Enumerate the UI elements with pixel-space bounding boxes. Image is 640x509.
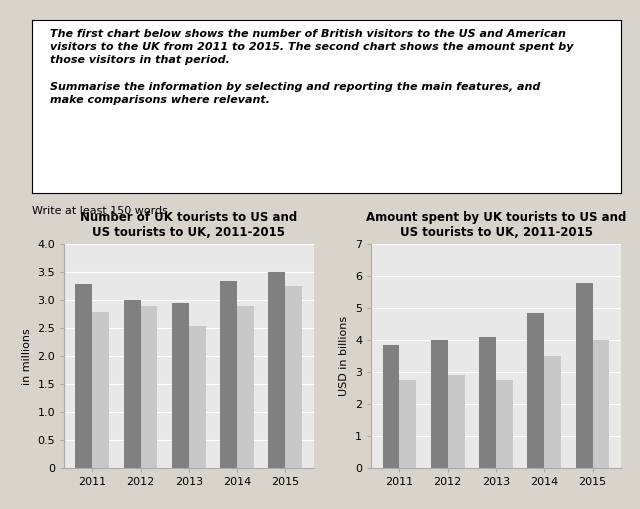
Bar <box>544 356 561 468</box>
Bar <box>189 326 205 468</box>
Bar <box>399 380 417 468</box>
Legend: UK tourists, US tourists: UK tourists, US tourists <box>410 507 582 509</box>
Bar <box>76 284 92 468</box>
Bar <box>124 300 141 468</box>
Bar <box>268 272 285 468</box>
Bar <box>172 303 189 468</box>
Title: Amount spent by UK tourists to US and
US tourists to UK, 2011-2015: Amount spent by UK tourists to US and US… <box>366 211 626 239</box>
Bar <box>593 341 609 468</box>
Title: Number of UK tourists to US and
US tourists to UK, 2011-2015: Number of UK tourists to US and US touri… <box>80 211 298 239</box>
Bar <box>527 313 544 468</box>
Text: Write at least 150 words.: Write at least 150 words. <box>32 206 172 216</box>
Bar <box>285 286 302 468</box>
Bar <box>496 380 513 468</box>
Bar <box>220 281 237 468</box>
Bar <box>92 312 109 468</box>
Bar <box>383 345 399 468</box>
Y-axis label: USD in billions: USD in billions <box>339 316 349 397</box>
Text: The first chart below shows the number of British visitors to the US and America: The first chart below shows the number o… <box>50 29 573 105</box>
Bar <box>479 337 496 468</box>
Bar <box>237 306 254 468</box>
Y-axis label: in millions: in millions <box>22 328 31 385</box>
Bar <box>448 376 465 468</box>
Bar <box>431 341 448 468</box>
Bar <box>575 282 593 468</box>
Legend: UK tourists, US tourists: UK tourists, US tourists <box>102 507 275 509</box>
Bar <box>141 306 157 468</box>
